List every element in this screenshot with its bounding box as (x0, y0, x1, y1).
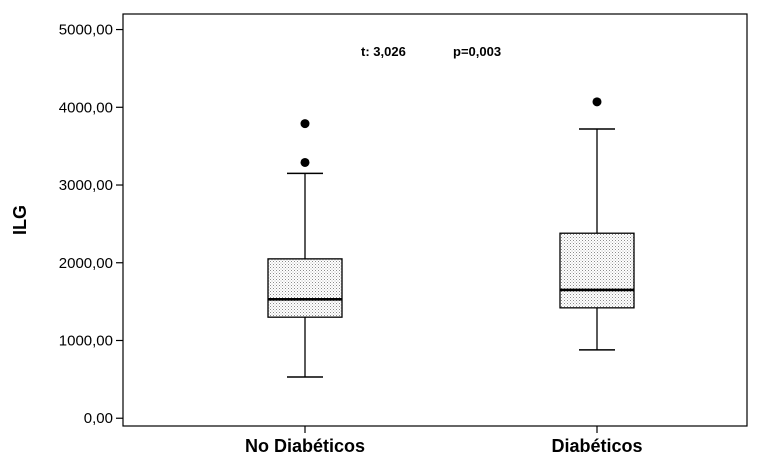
outlier-point (300, 157, 310, 167)
y-tick-label: 4000,00 (59, 99, 113, 116)
y-tick-label: 0,00 (84, 410, 113, 427)
x-tick-label: No Diabéticos (245, 436, 365, 455)
outlier-point (592, 97, 602, 107)
y-tick-label: 1000,00 (59, 332, 113, 349)
box-no-diabeticos (267, 119, 343, 378)
box-series (267, 97, 635, 378)
y-tick-label: 2000,00 (59, 255, 113, 272)
x-tick-label: Diabéticos (551, 436, 642, 455)
x-axis: No Diabéticos Diabéticos (245, 426, 643, 456)
outlier-point (300, 119, 310, 129)
annotation-t-statistic: t: 3,026 (361, 44, 406, 59)
interquartile-box (559, 232, 635, 309)
y-axis-label: ILG (10, 205, 30, 235)
annotation-p-value: p=0,003 (453, 44, 501, 59)
y-axis: 0,00 1000,00 2000,00 3000,00 4000,00 5000,00 (59, 22, 123, 427)
plot-area-frame (122, 13, 748, 427)
box-diabeticos (559, 97, 635, 351)
interquartile-box (267, 258, 343, 318)
y-tick-label: 5000,00 (59, 22, 113, 39)
y-tick-label: 3000,00 (59, 177, 113, 194)
